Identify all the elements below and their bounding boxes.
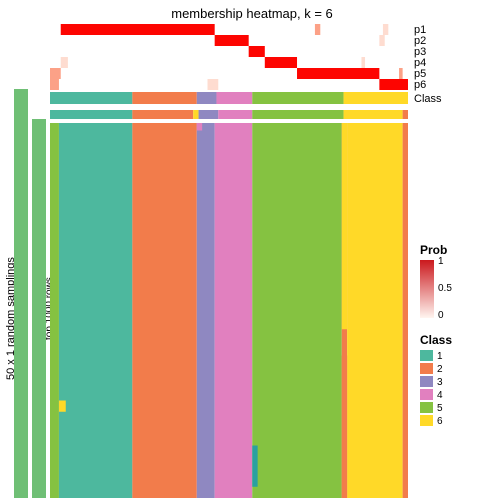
body-overlay xyxy=(342,356,347,499)
legend-prob-tick: 0 xyxy=(438,310,444,321)
seg-p5 xyxy=(399,68,403,79)
body-col xyxy=(215,123,253,498)
class-cell xyxy=(197,92,217,104)
heatmap-chart: p1p2p3p4p5p6ClassProb10.50Class123456 xyxy=(0,0,504,504)
body-top xyxy=(199,110,219,119)
legend-class-label-2: 2 xyxy=(437,364,443,375)
seg-p1 xyxy=(383,24,388,35)
legend-class-label-3: 3 xyxy=(437,377,443,388)
legend-class-swatch-1 xyxy=(420,350,433,361)
legend-class-label-4: 4 xyxy=(437,390,443,401)
body-col xyxy=(59,123,132,498)
class-cell xyxy=(50,92,132,104)
seg-p4 xyxy=(361,57,365,68)
legend-prob-title: Prob xyxy=(420,243,447,257)
seg-p1 xyxy=(61,24,215,35)
seg-p6 xyxy=(379,79,408,90)
body-overlay xyxy=(342,123,347,329)
body-col xyxy=(252,123,342,498)
body-top xyxy=(132,110,193,119)
body-top xyxy=(218,110,252,119)
body-top xyxy=(252,110,343,119)
body-overlay xyxy=(252,446,257,487)
legend-class-label-6: 6 xyxy=(437,416,443,427)
class-cell xyxy=(252,92,343,104)
legend-prob-bar xyxy=(420,260,434,318)
body-top xyxy=(344,110,403,119)
seg-p2 xyxy=(379,35,384,46)
seg-p4 xyxy=(265,57,297,68)
legend-class-title: Class xyxy=(420,333,452,347)
legend-prob-tick: 0.5 xyxy=(438,283,452,294)
seg-p4 xyxy=(61,57,68,68)
body-col xyxy=(197,123,215,498)
body-col xyxy=(347,123,402,498)
seg-p6 xyxy=(208,79,219,90)
body-top xyxy=(193,110,198,119)
seg-p6 xyxy=(50,79,59,90)
legend-class-label-1: 1 xyxy=(437,351,443,362)
legend-class-swatch-2 xyxy=(420,363,433,374)
legend-class-swatch-3 xyxy=(420,376,433,387)
body-col xyxy=(132,123,196,498)
seg-p3 xyxy=(249,46,265,57)
seg-p5 xyxy=(297,68,379,79)
legend-prob-tick: 1 xyxy=(438,256,444,267)
legend-class-label-5: 5 xyxy=(437,403,443,414)
body-col xyxy=(403,123,408,498)
class-cell xyxy=(132,92,196,104)
sampling-bar xyxy=(14,89,28,498)
rows-bar xyxy=(32,119,46,498)
body-col xyxy=(50,123,59,498)
body-overlay xyxy=(59,401,66,412)
legend-class-swatch-4 xyxy=(420,389,433,400)
rowlabel-class: Class xyxy=(414,93,442,105)
legend-class-swatch-6 xyxy=(420,415,433,426)
seg-p1 xyxy=(315,24,320,35)
legend-class-swatch-5 xyxy=(420,402,433,413)
rowlabel-p6: p6 xyxy=(414,79,426,91)
seg-p2 xyxy=(215,35,249,46)
body-top xyxy=(403,110,408,119)
class-cell xyxy=(216,92,252,104)
seg-p5 xyxy=(50,68,61,79)
body-top xyxy=(50,110,132,119)
body-overlay xyxy=(197,123,202,131)
class-cell xyxy=(344,92,408,104)
